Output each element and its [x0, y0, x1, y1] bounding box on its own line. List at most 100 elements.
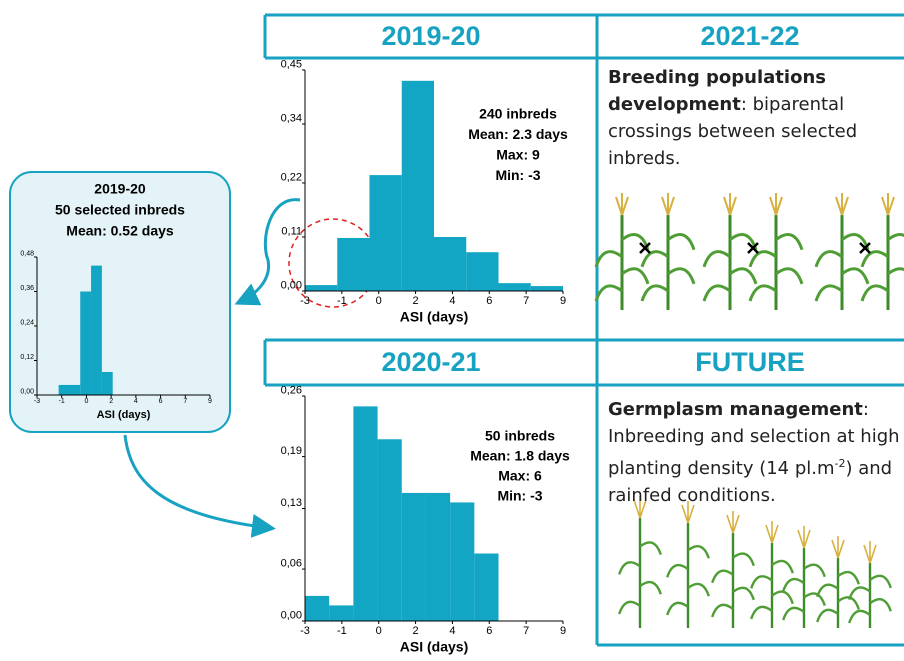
x-tick-label: 4 [134, 398, 138, 405]
leaf [642, 252, 668, 267]
leaf [640, 542, 661, 554]
x-tick-label: 9 [208, 398, 212, 405]
bar [499, 283, 531, 291]
leaf [817, 585, 838, 597]
x-tick-label: 9 [560, 295, 566, 307]
leaf [804, 593, 825, 605]
annotation: 2019-20 [94, 181, 146, 197]
y-tick-label: 0,11 [281, 225, 302, 237]
tassel [727, 511, 739, 533]
y-tick-label: 0,34 [281, 112, 302, 124]
x-tick-label: 4 [449, 625, 455, 637]
y-tick-label: 0,26 [281, 384, 302, 396]
leaf [888, 235, 904, 250]
maize-plant [849, 541, 891, 628]
y-tick-label: 0,00 [281, 609, 302, 621]
leaf [838, 572, 859, 584]
annotation: 50 selected inbreds [55, 202, 185, 218]
x-axis-label: ASI (days) [97, 409, 151, 421]
x-tick-label: -1 [59, 398, 65, 405]
leaf [750, 286, 776, 301]
header: FUTURE [695, 347, 805, 377]
page: 2019-20 2021-22 2020-21 FUTURE 0,000,110… [0, 0, 904, 661]
leaf [751, 607, 772, 619]
annotation: Mean: 1.8 days [470, 448, 570, 464]
leaf [870, 599, 891, 611]
annotation: Mean: 0.52 days [66, 223, 174, 239]
tassel [662, 193, 674, 215]
arrow [125, 435, 270, 528]
bar [402, 81, 434, 291]
leaf [817, 610, 838, 622]
leaf [842, 269, 868, 284]
bar [466, 252, 498, 291]
bar [378, 439, 402, 621]
bar [80, 292, 91, 396]
maize-plant [667, 501, 709, 628]
leaf [776, 269, 802, 284]
y-tick-label: 0,45 [281, 58, 302, 70]
leaf [667, 565, 688, 577]
annotation: Mean: 2.3 days [468, 126, 568, 142]
annotation: Max: 6 [498, 468, 542, 484]
x-tick-label: 7 [523, 295, 529, 307]
bar [305, 596, 329, 621]
breeding-text: Breeding populations development: bipare… [608, 64, 904, 172]
x-tick-label: 6 [486, 625, 492, 637]
annotation: Min: -3 [495, 167, 540, 183]
bar [305, 285, 337, 291]
maize-plant [712, 511, 754, 628]
x-tick-label: 2 [413, 625, 419, 637]
x-tick-label: 2 [413, 295, 419, 307]
y-tick-label: 0,19 [281, 445, 302, 457]
leaf [783, 579, 804, 591]
y-tick-label: 0,00 [281, 279, 302, 291]
leaf [772, 561, 793, 573]
header: 2021-22 [700, 21, 799, 51]
bar [91, 266, 102, 395]
x-tick-label: 6 [159, 398, 163, 405]
tassel [770, 193, 782, 215]
y-tick-label: 0,22 [281, 171, 302, 183]
leaf [688, 546, 709, 558]
leaf [870, 576, 891, 588]
bar [102, 372, 113, 395]
bar [59, 385, 81, 395]
maize-plant [619, 496, 661, 628]
x-tick-label: -3 [300, 625, 310, 637]
bar [474, 554, 498, 622]
tassel [724, 193, 736, 215]
x-axis-label: ASI (days) [400, 639, 468, 655]
maize-plant [783, 526, 825, 628]
tassel [798, 526, 810, 548]
annotation: Max: 9 [496, 147, 540, 163]
x-tick-label: 0 [84, 398, 88, 405]
y-tick-label: 0,24 [20, 319, 34, 326]
leaf [642, 286, 668, 301]
leaf [733, 554, 754, 566]
tassel [882, 193, 894, 215]
leaf [622, 269, 648, 284]
bar [531, 286, 563, 291]
leaf [704, 286, 730, 301]
leaf [619, 602, 640, 614]
leaf [776, 235, 802, 250]
bar [426, 493, 450, 621]
leaf [688, 584, 709, 596]
leaf [619, 562, 640, 574]
bar [329, 605, 353, 621]
x-tick-label: 0 [376, 625, 382, 637]
leaf [668, 235, 694, 250]
tassel [832, 536, 844, 558]
x-tick-label: -1 [337, 295, 347, 307]
bold-text: Germplasm management [608, 399, 863, 420]
tassel [864, 541, 876, 563]
leaf [640, 582, 661, 594]
x-tick-label: 7 [523, 625, 529, 637]
x-tick-label: 2 [109, 398, 113, 405]
leaf [750, 252, 776, 267]
annotation: 50 inbreds [485, 428, 555, 444]
y-tick-label: 0,00 [20, 388, 34, 395]
x-tick-label: -3 [300, 295, 310, 307]
y-tick-label: 0,12 [20, 354, 34, 361]
